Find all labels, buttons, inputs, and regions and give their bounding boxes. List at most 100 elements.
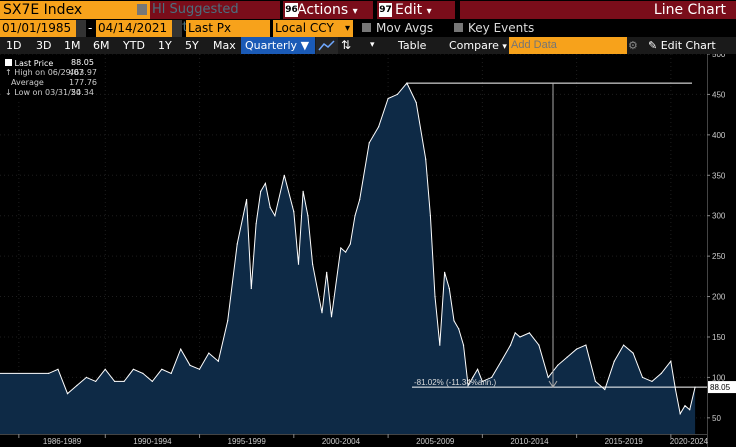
edit-menu-button[interactable]: 97 Edit ▾: [377, 1, 455, 19]
y-tick-label: 300: [712, 212, 726, 221]
y-tick-label: 500: [712, 54, 726, 59]
ticker-label: SX7E Index: [3, 2, 83, 18]
legend-last-price-value: 88.05: [71, 58, 94, 67]
price-point: [189, 364, 191, 366]
price-point: [472, 376, 474, 378]
price-point: [448, 287, 450, 290]
compare-button[interactable]: Compare ▾: [449, 37, 507, 54]
price-point: [142, 372, 144, 374]
currency-select[interactable]: Local CCY ▾: [273, 20, 353, 37]
price-point: [623, 344, 625, 346]
chart-legend: Last Price 88.05 ↑ High on 06/29/07 463.…: [3, 58, 97, 100]
price-point: [283, 174, 285, 176]
line-style-button[interactable]: [316, 37, 338, 54]
line-chart-icon: [318, 40, 335, 51]
y-tick-label: 350: [712, 171, 726, 180]
ticker-dropdown-icon[interactable]: [137, 4, 147, 15]
price-point: [250, 287, 252, 290]
y-tick-label: 150: [712, 333, 726, 342]
price-point: [594, 380, 597, 382]
period-3d[interactable]: 3D: [36, 39, 52, 52]
ticker-field[interactable]: SX7E Index: [0, 1, 150, 19]
calendar-icon[interactable]: [76, 20, 86, 37]
price-point: [330, 316, 333, 318]
price-point: [387, 97, 389, 100]
key-events-toggle[interactable]: Key Events: [454, 20, 554, 37]
x-tick-label: 1990-1994: [133, 437, 172, 446]
x-tick-label: 2010-2014: [510, 437, 549, 446]
price-point: [217, 360, 219, 362]
currency-select-value: Local CCY: [275, 21, 334, 35]
calendar-icon[interactable]: [172, 20, 182, 37]
legend-last-price-label: Last Price: [14, 59, 54, 68]
period-1y[interactable]: 1Y: [158, 39, 172, 52]
price-point: [670, 360, 672, 362]
chevron-down-icon[interactable]: ▾: [370, 40, 375, 50]
price-point: [227, 320, 229, 322]
frequency-select[interactable]: Quarterly ▼: [241, 37, 315, 54]
price-point: [660, 372, 662, 374]
add-data-input[interactable]: [509, 37, 627, 54]
settings-gear-icon[interactable]: ⚙: [628, 39, 638, 52]
actions-menu-button[interactable]: 96 Actions ▾: [283, 1, 373, 19]
edit-chart-button[interactable]: ✎ Edit Chart: [648, 37, 716, 54]
x-tick-label: 2015-2019: [605, 437, 644, 446]
price-point: [57, 368, 59, 370]
chevron-down-icon: ▾: [352, 6, 358, 17]
legend-high-label: High on 06/29/07: [14, 68, 84, 77]
chart-type-title: Line Chart: [460, 1, 736, 19]
mov-avgs-label: Mov Avgs: [376, 21, 434, 35]
chevron-down-icon: ▾: [344, 23, 350, 34]
legend-low: ↓ Low on 03/31/20: [5, 89, 81, 97]
price-line: [0, 82, 696, 416]
chevron-down-icon: ▼: [300, 39, 310, 52]
suggested-charts-key: Hl: [152, 2, 166, 17]
price-chart[interactable]: -81.02% (-11.34%ann.) 88.05 50 100 150 200 25…: [0, 54, 736, 447]
price-point: [462, 344, 465, 346]
period-5y[interactable]: 5Y: [185, 39, 199, 52]
period-ytd[interactable]: YTD: [123, 39, 145, 52]
price-point: [354, 215, 356, 217]
legend-average-value: 177.76: [69, 78, 97, 87]
end-date-input[interactable]: 04/14/2021: [96, 20, 172, 37]
field-select[interactable]: Last Px: [186, 20, 270, 37]
price-point: [509, 344, 512, 346]
period-1d[interactable]: 1D: [6, 39, 22, 52]
mov-avgs-toggle[interactable]: Mov Avgs: [362, 20, 452, 37]
price-point: [297, 263, 300, 265]
price-point: [104, 368, 106, 370]
price-point: [180, 348, 182, 350]
y-axis: 50 100 150 200 250 300 350 400 450 500: [707, 54, 726, 447]
checkbox-icon[interactable]: [362, 23, 371, 32]
start-date-input[interactable]: 01/01/1985: [0, 20, 76, 37]
period-max[interactable]: Max: [213, 39, 236, 52]
checkbox-icon[interactable]: [454, 23, 463, 32]
table-button[interactable]: Table: [398, 39, 427, 52]
price-point: [585, 344, 587, 346]
bar-style-icon[interactable]: ⇅: [341, 38, 352, 52]
price-point: [674, 388, 677, 391]
period-6m[interactable]: 6M: [93, 39, 110, 52]
suggested-charts-button[interactable]: Hl Suggested Charts: [150, 1, 280, 35]
period-1m[interactable]: 1M: [64, 39, 81, 52]
price-point: [689, 409, 691, 411]
price-point: [481, 380, 483, 382]
price-point: [444, 271, 446, 273]
pencil-icon: ✎: [648, 39, 658, 52]
price-point: [491, 376, 493, 378]
chevron-down-icon: ▾: [502, 42, 507, 52]
price-point: [349, 243, 351, 245]
price-point: [85, 376, 87, 378]
price-point: [236, 243, 238, 245]
price-point: [151, 380, 153, 382]
legend-low-label: Low on 03/31/20: [14, 88, 81, 97]
actions-number-badge: 96: [285, 3, 298, 17]
x-tick-label: 1995-1999: [228, 437, 267, 446]
price-point: [566, 356, 568, 358]
price-point: [123, 380, 125, 382]
x-tick-label: 2020-2024: [670, 437, 709, 446]
price-area: [0, 83, 696, 434]
price-point: [519, 336, 521, 338]
chevron-down-icon: ▾: [426, 6, 432, 17]
price-point: [132, 368, 134, 370]
